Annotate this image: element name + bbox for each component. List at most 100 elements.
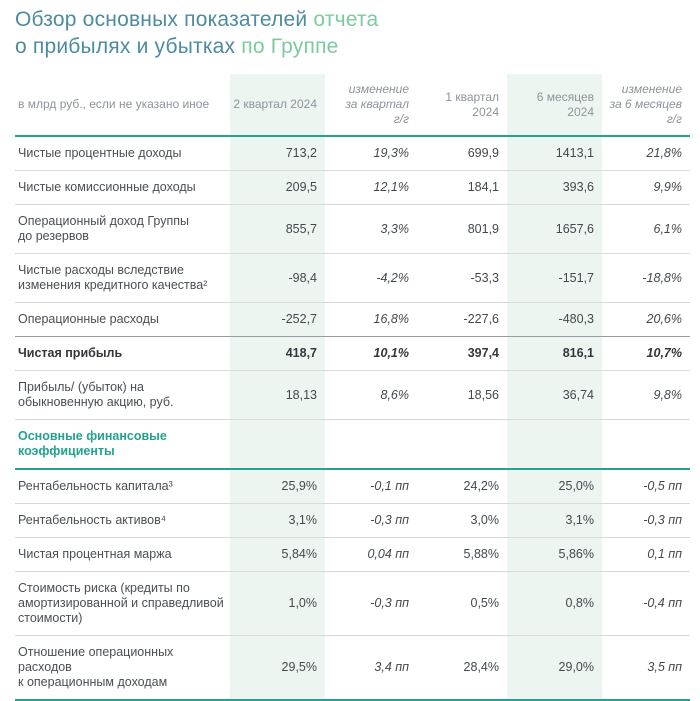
table-row: Операционный доход Группы до резервов 855… [15, 204, 690, 254]
cell-col-3: 5,88% [417, 537, 507, 572]
cell-col-3: 801,9 [417, 204, 507, 254]
table-row: Чистые процентные доходы 713,2 19,3% 699,9 1… [15, 136, 690, 171]
cell-col-2: 8,6% [325, 370, 417, 420]
cell-col-2 [325, 419, 417, 469]
column-header-2: изменение за квартал г/г [325, 74, 417, 137]
cell-col-4: 25,0% [507, 468, 602, 504]
row-label: Операционный доход Группы до резервов [15, 204, 230, 254]
column-header-5: изменение за 6 месяцев г/г [602, 74, 690, 137]
cell-col-1: 29,5% [230, 635, 325, 701]
title-line-2: о прибылях и убытках по Группе [15, 33, 690, 60]
cell-col-5: 9,9% [602, 170, 690, 205]
row-label: Рентабельность капитала³ [15, 468, 230, 504]
row-label: Рентабельность активов⁴ [15, 503, 230, 538]
cell-col-5: 21,8% [646, 146, 682, 160]
page-title: Обзор основных показателей отчета о приб… [15, 6, 690, 60]
table-row: Стоимость риска (кредиты по амортизирова… [15, 571, 690, 636]
cell-col-1: 209,5 [230, 170, 325, 205]
cell-col-1: -98,4 [230, 253, 325, 303]
cell-col-2: 16,8% [325, 302, 417, 337]
table-row: Отношение операционных расходов к операц… [15, 635, 690, 701]
column-header-3: 1 квартал 2024 [417, 74, 507, 137]
cell-col-2: 12,1% [325, 170, 417, 205]
table-row: Чистые расходы вследствие изменения кред… [15, 253, 690, 303]
title-line1-accent: отчета [313, 8, 379, 31]
cell-col-3: 397,4 [417, 336, 507, 371]
row-label: Операционные расходы [15, 302, 230, 337]
cell-col-4: 816,1 [507, 336, 602, 371]
table-row: Чистая прибыль 418,7 10,1% 397,4 816,1 10,7% [15, 336, 690, 371]
cell-col-3: -53,3 [417, 253, 507, 303]
cell-col-4: 5,86% [507, 537, 602, 572]
cell-col-4: 3,1% [507, 503, 602, 538]
cell-col-2: 0,04 пп [325, 537, 417, 572]
cell-col-2: -0,3 пп [325, 503, 417, 538]
table-row: Рентабельность активов⁴ 3,1% -0,3 пп 3,0% 3,… [15, 503, 690, 538]
cell-col-3: -227,6 [417, 302, 507, 337]
cell-col-2: -0,3 пп [325, 571, 417, 636]
title-line2-accent: по Группе [241, 35, 339, 58]
row-label: Чистые расходы вследствие изменения кред… [15, 253, 230, 303]
cell-col-1: 5,84% [230, 537, 325, 572]
table-header: в млрд руб., если не указано иное 2 квар… [15, 74, 690, 137]
cell-col-4 [507, 419, 602, 469]
column-header-1: 2 квартал 2024 [230, 74, 325, 137]
column-header-4: 6 месяцев 2024 [507, 74, 602, 137]
title-line2-main: о прибылях и убытках [15, 35, 242, 58]
cell-col-1: 1,0% [230, 571, 325, 636]
cell-col-5: -0,5 пп [602, 468, 690, 504]
row-label: Стоимость риска (кредиты по амортизирова… [15, 571, 230, 636]
row-label: Чистая прибыль [15, 336, 230, 371]
table-row: Чистая процентная маржа 5,84% 0,04 пп 5,88%… [15, 537, 690, 572]
cell-col-3: 24,2% [417, 468, 507, 504]
cell-col-4: 29,0% [507, 635, 602, 701]
cell-col-2: -4,2% [325, 253, 417, 303]
cell-col-2: 10,1% [325, 336, 417, 371]
row-label: Прибыль/ (убыток) на обыкновенную акцию,… [15, 370, 230, 420]
cell-col-5: 10,7% [602, 336, 690, 371]
row-label: Отношение операционных расходов к операц… [15, 635, 230, 701]
cell-col-5: 20,6% [602, 302, 690, 337]
cell-col-3: 28,4% [417, 635, 507, 701]
title-line-1: Обзор основных показателей отчета [15, 6, 690, 33]
cell-col-4: 1413,1 [507, 136, 602, 171]
cell-col-1 [230, 419, 325, 469]
table-row: Прибыль/ (убыток) на обыкновенную акцию,… [15, 370, 690, 420]
row-label: Чистые процентные доходы [18, 146, 182, 160]
cell-col-3: 3,0% [417, 503, 507, 538]
cell-col-1: 25,9% [230, 468, 325, 504]
title-line1-main: Обзор основных показателей [15, 8, 314, 31]
cell-col-5: -0,4 пп [602, 571, 690, 636]
pnl-table: в млрд руб., если не указано иное 2 квар… [15, 74, 690, 701]
cell-col-4: -151,7 [507, 253, 602, 303]
cell-col-5: 9,8% [602, 370, 690, 420]
cell-col-5: -18,8% [602, 253, 690, 303]
cell-col-4: 36,74 [507, 370, 602, 420]
cell-col-4: -480,3 [507, 302, 602, 337]
cell-col-1: -252,7 [230, 302, 325, 337]
table-body: Чистые процентные доходы 713,2 19,3% 699,9 1… [15, 136, 690, 701]
cell-col-3: 18,56 [417, 370, 507, 420]
cell-col-5: 6,1% [602, 204, 690, 254]
section-title: Основные финансовые коэффициенты [15, 419, 230, 469]
cell-col-5: 3,5 пп [602, 635, 690, 701]
unit-note: в млрд руб., если не указано иное [15, 74, 230, 137]
cell-col-4: 0,8% [507, 571, 602, 636]
cell-col-4: 1657,6 [507, 204, 602, 254]
row-label: Чистая процентная маржа [15, 537, 230, 572]
cell-col-5: 0,1 пп [602, 537, 690, 572]
header-row: в млрд руб., если не указано иное 2 квар… [15, 74, 690, 137]
table-row: Рентабельность капитала³ 25,9% -0,1 пп 24,2… [15, 468, 690, 504]
cell-col-5: -0,3 пп [602, 503, 690, 538]
cell-col-2: 3,3% [325, 204, 417, 254]
cell-col-3 [417, 419, 507, 469]
cell-col-2: 19,3% [373, 146, 409, 160]
cell-col-1: 855,7 [230, 204, 325, 254]
cell-col-4: 393,6 [507, 170, 602, 205]
table-row: Операционные расходы -252,7 16,8% -227,6 -48… [15, 302, 690, 337]
cell-col-3: 699,9 [467, 146, 499, 160]
cell-col-2: -0,1 пп [325, 468, 417, 504]
row-label: Чистые комиссионные доходы [15, 170, 230, 205]
table-row: Чистые комиссионные доходы 209,5 12,1% 184,… [15, 170, 690, 205]
